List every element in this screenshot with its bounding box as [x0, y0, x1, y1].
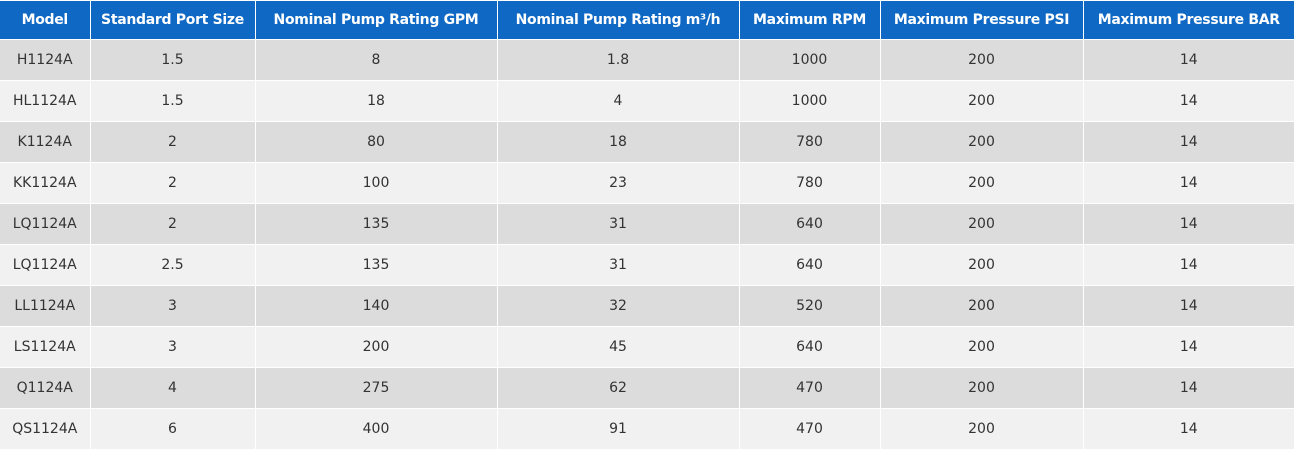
table-cell: 14 — [1082, 121, 1294, 163]
table-cell: 200 — [879, 203, 1083, 245]
table-cell: 1.5 — [89, 39, 255, 81]
table-cell: 2 — [89, 162, 255, 204]
table-cell: 14 — [1082, 244, 1294, 286]
table-cell: 23 — [496, 162, 739, 204]
column-header: Model — [0, 1, 90, 40]
table-cell: 1.8 — [496, 39, 739, 81]
table-cell: 1.5 — [89, 80, 255, 122]
table-cell: 8 — [254, 39, 497, 81]
table-cell: 140 — [254, 285, 497, 327]
table-cell: 14 — [1082, 367, 1294, 409]
table-cell: 200 — [879, 367, 1083, 409]
table-cell: 4 — [496, 80, 739, 122]
table-cell: 14 — [1082, 326, 1294, 368]
table-cell: 1000 — [738, 39, 880, 81]
table-cell: 470 — [738, 408, 880, 449]
table-cell: 100 — [254, 162, 497, 204]
table-cell: 80 — [254, 121, 497, 163]
table-row: H1124A 1.5 8 1.8 1000 200 14 — [0, 39, 1294, 81]
table-cell: 200 — [879, 408, 1083, 449]
column-header: Maximum Pressure BAR — [1082, 1, 1294, 40]
header-row: Model Standard Port Size Nominal Pump Rati… — [0, 1, 1294, 40]
table-cell: 3 — [89, 285, 255, 327]
table-row: QS1124A 6 400 91 470 200 14 — [0, 408, 1294, 449]
table-cell: 14 — [1082, 408, 1294, 449]
table-cell: 200 — [879, 39, 1083, 81]
table-row: LQ1124A 2 135 31 640 200 14 — [0, 203, 1294, 245]
table-row: LS1124A 3 200 45 640 200 14 — [0, 326, 1294, 368]
table-cell: 135 — [254, 203, 497, 245]
table-cell: 18 — [496, 121, 739, 163]
table-cell: 18 — [254, 80, 497, 122]
column-header: Maximum RPM — [738, 1, 880, 40]
table-cell: 14 — [1082, 203, 1294, 245]
table-row: LQ1124A 2.5 135 31 640 200 14 — [0, 244, 1294, 286]
table-cell: 91 — [496, 408, 739, 449]
table-cell: 2 — [89, 121, 255, 163]
table-cell: 32 — [496, 285, 739, 327]
table-cell: 780 — [738, 162, 880, 204]
table-cell: 470 — [738, 367, 880, 409]
table-cell: 640 — [738, 244, 880, 286]
table-cell: 2.5 — [89, 244, 255, 286]
table-row: KK1124A 2 100 23 780 200 14 — [0, 162, 1294, 204]
column-header: Nominal Pump Rating m³/h — [496, 1, 739, 40]
table-cell: 640 — [738, 326, 880, 368]
table-cell: 200 — [879, 326, 1083, 368]
table-cell: 640 — [738, 203, 880, 245]
table-body: H1124A 1.5 8 1.8 1000 200 14 HL1124A 1.5 18 4 1000 2… — [0, 39, 1294, 449]
table-cell: 4 — [89, 367, 255, 409]
table-cell: 200 — [879, 244, 1083, 286]
table-cell: LS1124A — [0, 326, 90, 368]
table-cell: QS1124A — [0, 408, 90, 449]
table-cell: KK1124A — [0, 162, 90, 204]
table-cell: 6 — [89, 408, 255, 449]
table-cell: 45 — [496, 326, 739, 368]
table-cell: LQ1124A — [0, 244, 90, 286]
table-cell: 400 — [254, 408, 497, 449]
table-cell: 3 — [89, 326, 255, 368]
table-cell: HL1124A — [0, 80, 90, 122]
table-cell: 780 — [738, 121, 880, 163]
table-cell: LL1124A — [0, 285, 90, 327]
table-cell: 2 — [89, 203, 255, 245]
table-row: K1124A 2 80 18 780 200 14 — [0, 121, 1294, 163]
table-cell: 200 — [879, 285, 1083, 327]
table-cell: 200 — [879, 121, 1083, 163]
table-cell: 14 — [1082, 162, 1294, 204]
table-cell: LQ1124A — [0, 203, 90, 245]
table-cell: 520 — [738, 285, 880, 327]
table-cell: 14 — [1082, 39, 1294, 81]
table-cell: H1124A — [0, 39, 90, 81]
table-row: LL1124A 3 140 32 520 200 14 — [0, 285, 1294, 327]
table-cell: 14 — [1082, 285, 1294, 327]
table-cell: 31 — [496, 203, 739, 245]
table-cell: 135 — [254, 244, 497, 286]
table-cell: 62 — [496, 367, 739, 409]
table-cell: K1124A — [0, 121, 90, 163]
column-header: Standard Port Size — [89, 1, 255, 40]
table-cell: 275 — [254, 367, 497, 409]
table-cell: 200 — [254, 326, 497, 368]
table-row: HL1124A 1.5 18 4 1000 200 14 — [0, 80, 1294, 122]
column-header: Nominal Pump Rating GPM — [254, 1, 497, 40]
table-cell: 200 — [879, 80, 1083, 122]
table-cell: 1000 — [738, 80, 880, 122]
table-row: Q1124A 4 275 62 470 200 14 — [0, 367, 1294, 409]
table-cell: 14 — [1082, 80, 1294, 122]
table-cell: 31 — [496, 244, 739, 286]
table-cell: Q1124A — [0, 367, 90, 409]
column-header: Maximum Pressure PSI — [879, 1, 1083, 40]
table-cell: 200 — [879, 162, 1083, 204]
